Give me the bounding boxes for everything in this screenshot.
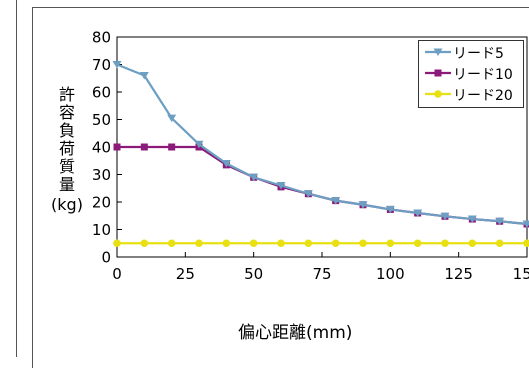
x-tick-label: 75: [312, 265, 331, 283]
y-tick-label: 50: [92, 111, 111, 129]
data-point: [387, 239, 395, 247]
data-point: [441, 239, 449, 247]
data-point: [414, 239, 422, 247]
legend-item-lead5: リード5: [419, 41, 523, 62]
legend-label-lead10: リード10: [453, 64, 513, 84]
legend-marker-lead20: [419, 83, 453, 104]
data-point: [168, 144, 175, 151]
x-tick-label: 25: [176, 265, 195, 283]
legend-marker: [434, 90, 442, 98]
y-axis-label-unit: (kg): [51, 196, 83, 214]
data-point: [469, 239, 477, 247]
data-point: [359, 239, 367, 247]
data-point: [496, 239, 504, 247]
x-tick-label: 100: [376, 265, 405, 283]
legend-marker: [435, 70, 442, 77]
y-tick-label: 70: [92, 56, 111, 74]
x-tick-label: 125: [444, 265, 473, 283]
x-tick-label: 50: [244, 265, 263, 283]
data-point: [114, 144, 121, 151]
data-point: [141, 239, 149, 247]
y-tick-label: 80: [92, 29, 111, 47]
y-tick-label: 30: [92, 166, 111, 184]
data-point: [332, 239, 340, 247]
data-point: [141, 144, 148, 151]
legend: リード5 リード10 リード20: [418, 40, 524, 108]
y-axis-label: 許容負荷質量 (kg): [47, 86, 87, 214]
data-point: [523, 239, 529, 247]
series-line: [117, 147, 527, 224]
data-point: [250, 239, 258, 247]
y-tick-label: 20: [92, 194, 111, 212]
x-tick-label: 150: [513, 265, 529, 283]
legend-item-lead10: リード10: [419, 62, 523, 83]
legend-marker-lead10: [419, 62, 453, 83]
legend-marker-lead5: [419, 41, 453, 62]
y-axis-label-text: 許容負荷質量: [59, 86, 75, 194]
y-tick-label: 0: [101, 249, 111, 267]
y-tick-label: 40: [92, 139, 111, 157]
legend-label-lead20: リード20: [453, 85, 513, 105]
legend-item-lead20: リード20: [419, 83, 523, 104]
x-tick-label: 0: [112, 265, 122, 283]
data-point: [113, 239, 121, 247]
data-point: [305, 239, 313, 247]
series-2: [113, 239, 529, 247]
x-axis-label: 偏心距離(mm): [238, 318, 352, 343]
data-point: [168, 239, 176, 247]
y-tick-label: 60: [92, 84, 111, 102]
legend-label-lead5: リード5: [453, 43, 504, 63]
y-tick-label: 10: [92, 221, 111, 239]
series-1: [114, 144, 529, 228]
data-point: [277, 239, 285, 247]
data-point: [195, 239, 203, 247]
data-point: [223, 239, 231, 247]
